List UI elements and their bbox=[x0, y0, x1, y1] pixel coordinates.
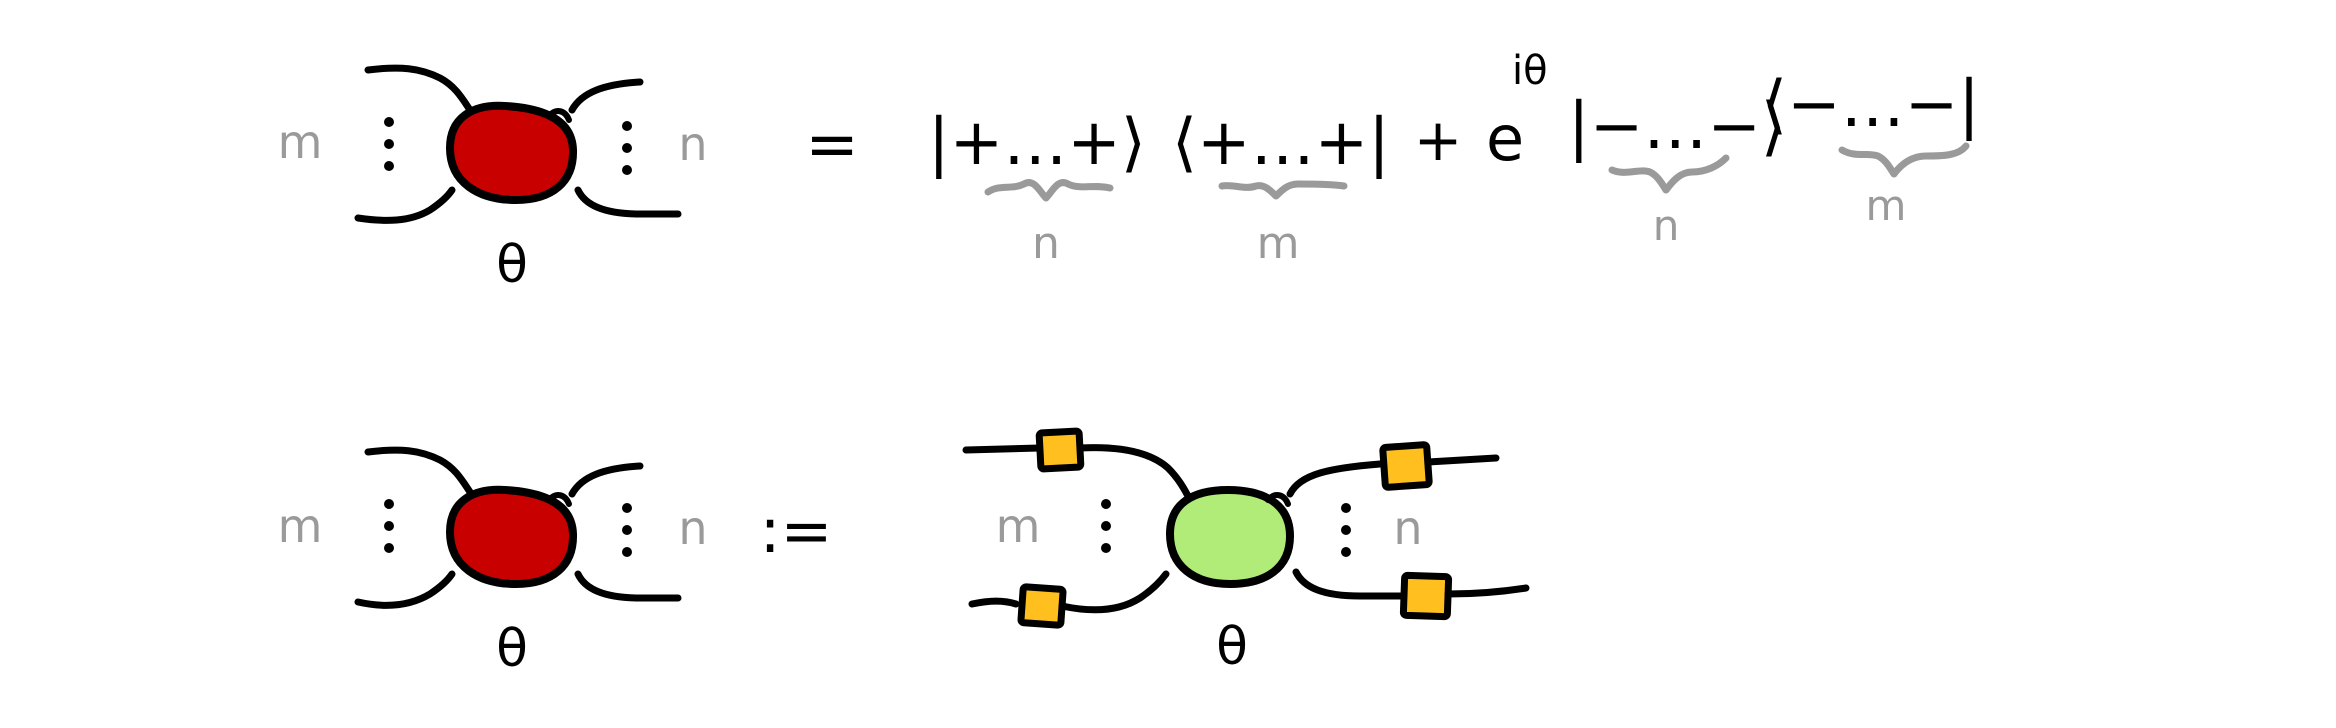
wire bbox=[574, 186, 682, 218]
underbrace bbox=[984, 179, 1114, 202]
red-spider bbox=[445, 485, 578, 589]
hadamard-box bbox=[1035, 427, 1085, 473]
wire bbox=[1286, 460, 1384, 498]
wire bbox=[568, 462, 644, 498]
phase-label: θ bbox=[496, 619, 528, 679]
underbrace bbox=[1218, 180, 1348, 200]
term1-ket: |+…+⟩ bbox=[928, 106, 1146, 180]
definition-sign: := bbox=[760, 494, 833, 567]
red-spider-diagram-1: m n θ bbox=[278, 64, 708, 295]
spider-nub bbox=[1265, 492, 1291, 507]
wire bbox=[1444, 584, 1530, 598]
wire bbox=[574, 570, 682, 602]
right-wire-count-label: n bbox=[1393, 501, 1422, 555]
wire bbox=[962, 444, 1044, 454]
plus-sign: + bbox=[1414, 106, 1463, 174]
left-wire-count-label: m bbox=[278, 499, 323, 553]
wire bbox=[1058, 570, 1170, 614]
equals-sign: = bbox=[805, 108, 859, 182]
vertical-dots bbox=[622, 121, 632, 175]
underbrace bbox=[1608, 154, 1730, 194]
underbrace bbox=[1838, 142, 1970, 178]
term1-bra-count: m bbox=[1257, 218, 1300, 269]
spider-nub bbox=[546, 108, 572, 123]
term2-ket-count: n bbox=[1653, 201, 1680, 250]
hadamard-box bbox=[1017, 583, 1067, 629]
phase-coefficient-exponent: iθ bbox=[1512, 48, 1548, 94]
phase-label: θ bbox=[1216, 617, 1248, 677]
vertical-dots bbox=[384, 117, 394, 171]
red-spider-diagram-2: m n θ bbox=[278, 446, 708, 679]
green-spider-diagram: m n θ bbox=[962, 427, 1530, 677]
rhs-expression-1: |+…+⟩ n ⟨+…+| m + e iθ |−…−⟩ n ⟨−…−| m bbox=[928, 48, 1980, 269]
green-spider bbox=[1165, 485, 1295, 589]
vertical-dots bbox=[384, 499, 394, 553]
wire bbox=[968, 597, 1020, 608]
wire bbox=[354, 570, 456, 609]
right-wire-count-label: n bbox=[678, 117, 707, 171]
term1-bra: ⟨+…+| bbox=[1172, 106, 1390, 180]
vertical-dots bbox=[1341, 503, 1351, 557]
red-spider bbox=[445, 101, 578, 205]
phase-label: θ bbox=[496, 235, 528, 295]
term2-bra-count: m bbox=[1866, 181, 1907, 230]
phase-coefficient-base: e bbox=[1486, 102, 1524, 175]
wire bbox=[1076, 444, 1194, 504]
vertical-dots bbox=[1101, 499, 1111, 553]
equation-2: m n θ := bbox=[278, 427, 1530, 679]
right-wire-count-label: n bbox=[678, 501, 707, 555]
wire bbox=[1292, 568, 1408, 600]
left-wire-count-label: m bbox=[278, 115, 323, 169]
wire bbox=[568, 78, 644, 114]
hadamard-box bbox=[1399, 571, 1453, 621]
term2-bra: ⟨−…−| bbox=[1762, 68, 1980, 142]
wire bbox=[1424, 454, 1500, 466]
hadamard-box bbox=[1379, 441, 1433, 491]
spider-nub bbox=[546, 492, 572, 507]
term1-ket-count: n bbox=[1032, 218, 1060, 269]
wire bbox=[354, 186, 456, 224]
wire bbox=[364, 64, 474, 114]
left-wire-count-label: m bbox=[996, 499, 1041, 553]
vertical-dots bbox=[622, 503, 632, 557]
wire bbox=[364, 446, 474, 496]
equation-1: m n θ = |+…+⟩ n ⟨ bbox=[278, 48, 1980, 295]
term2-ket: |−…−⟩ bbox=[1568, 90, 1786, 164]
